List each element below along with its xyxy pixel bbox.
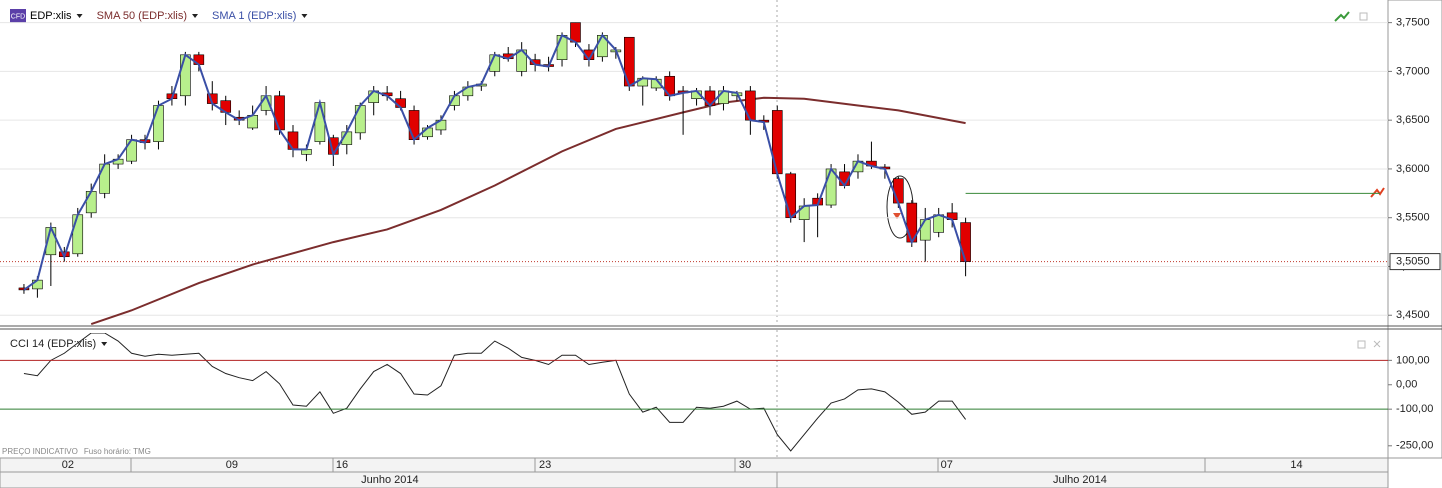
- candle-body: [274, 95, 285, 131]
- footer-note: PREÇO INDICATIVO: [2, 447, 78, 456]
- legend-dropdown: [192, 14, 199, 18]
- cci-plot: [23, 333, 967, 452]
- tick-label: 3,4500: [1396, 309, 1430, 321]
- tick-label: 3,5500: [1396, 212, 1430, 224]
- legend-entry[interactable]: SMA 50 (EDP:xlis): [97, 10, 187, 22]
- candle-body: [556, 35, 568, 60]
- legend-entry[interactable]: SMA 1 (EDP:xlis): [212, 10, 296, 22]
- candle-body: [704, 90, 716, 106]
- week-separators: [130, 458, 1206, 488]
- candle-body: [180, 54, 191, 97]
- tool-icon[interactable]: [1334, 11, 1350, 22]
- tick-label: 23: [539, 459, 551, 471]
- price-axis-panel: [1387, 0, 1442, 459]
- candle-body: [126, 139, 137, 162]
- tick-label: 07: [941, 459, 953, 471]
- current-price-box: [1389, 253, 1441, 271]
- tick-label: 100,00: [1396, 354, 1430, 366]
- sma-line: [23, 33, 967, 291]
- tick-label: 3,5050: [1396, 256, 1430, 268]
- date-axis: [0, 457, 1389, 488]
- candle-body: [354, 105, 366, 134]
- candle-body: [85, 191, 97, 214]
- candle-body: [960, 222, 971, 262]
- symbol-badge-bg: [10, 9, 26, 23]
- tick-label: 3,6000: [1396, 163, 1430, 175]
- candle-body: [570, 22, 581, 43]
- candle-body: [72, 214, 84, 255]
- candle-body: [933, 214, 944, 233]
- window-button[interactable]: [1357, 340, 1366, 349]
- tick-label: 16: [336, 459, 348, 471]
- legend-entry[interactable]: EDP:xlis: [30, 10, 72, 22]
- sma-line: [90, 96, 966, 325]
- tick-label: Junho 2014: [361, 474, 419, 486]
- legend-entry[interactable]: CCI 14 (EDP:xlis): [10, 338, 96, 350]
- tick-label: Julho 2014: [1053, 474, 1107, 486]
- tick-label: 14: [1290, 459, 1302, 471]
- indicator-line: [23, 333, 967, 452]
- window-button[interactable]: [1359, 12, 1368, 21]
- tick-label: 09: [226, 459, 238, 471]
- tick-label: 3,7500: [1396, 17, 1430, 29]
- candle-body: [919, 219, 931, 241]
- signal-marker: [893, 213, 901, 219]
- candle-body: [408, 110, 420, 140]
- candle-body: [99, 163, 110, 194]
- legend-dropdown: [301, 14, 308, 18]
- footer-note: Fuso horário: TMG: [84, 447, 151, 456]
- candle-body: [745, 90, 756, 121]
- tick-label: 0,00: [1396, 379, 1417, 391]
- legend-dropdown: [76, 14, 83, 18]
- tick-label: -100,00: [1396, 403, 1433, 415]
- legend-dropdown: [101, 342, 108, 346]
- tick-label: 3,7000: [1396, 65, 1430, 77]
- candle-body: [718, 90, 729, 104]
- tick-label: 30: [739, 459, 751, 471]
- candle-body: [893, 178, 904, 204]
- candle-body: [287, 131, 299, 150]
- tick-label: -250,00: [1396, 440, 1433, 452]
- close-button[interactable]: [1373, 340, 1381, 348]
- price-plot: [0, 22, 1388, 325]
- tick-label: 3,6500: [1396, 114, 1430, 126]
- candle-body: [785, 173, 797, 219]
- candle-body: [314, 102, 326, 142]
- candle-body: [153, 105, 164, 142]
- symbol-badge: CFD: [11, 13, 25, 20]
- tick-label: 02: [62, 459, 74, 471]
